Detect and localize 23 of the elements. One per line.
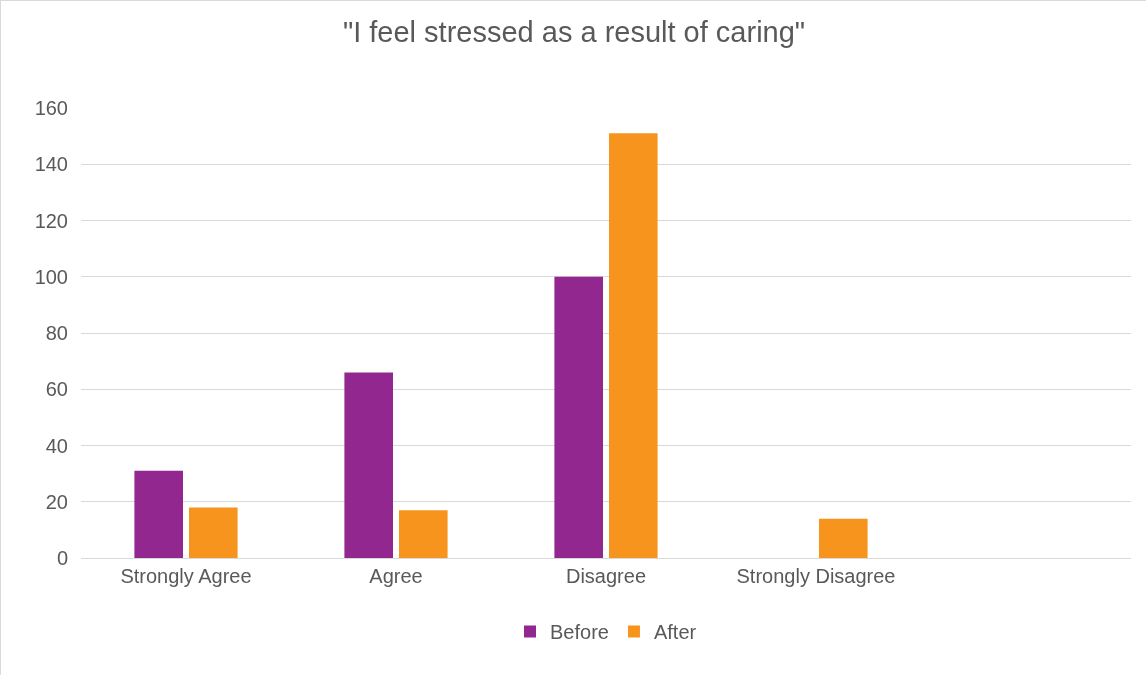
x-tick-label: Disagree [565, 565, 647, 587]
legend-label: After [653, 621, 697, 644]
legend-label: Before [550, 621, 609, 644]
x-tick-label: Agree [369, 565, 423, 587]
y-tick-label: 60 [45, 378, 68, 401]
bar [609, 133, 658, 558]
chart-title: "I feel stressed as a result of caring" [342, 15, 806, 48]
y-tick-label: 100 [34, 265, 68, 288]
y-tick-label: 160 [34, 97, 68, 119]
y-tick-label: 140 [34, 153, 68, 176]
y-tick-label: 80 [45, 322, 68, 344]
y-tick-label: 20 [45, 490, 68, 513]
bar [134, 470, 183, 558]
bar [399, 510, 448, 558]
bar [554, 276, 603, 558]
x-tick-label: Strongly Disagree [736, 565, 896, 587]
bar [819, 518, 868, 558]
bar [344, 372, 393, 558]
y-tick-label: 40 [45, 434, 68, 457]
y-tick-label: 0 [56, 547, 68, 569]
y-tick-label: 120 [34, 209, 68, 232]
x-tick-label: Strongly Agree [120, 565, 252, 587]
bar [189, 507, 238, 558]
